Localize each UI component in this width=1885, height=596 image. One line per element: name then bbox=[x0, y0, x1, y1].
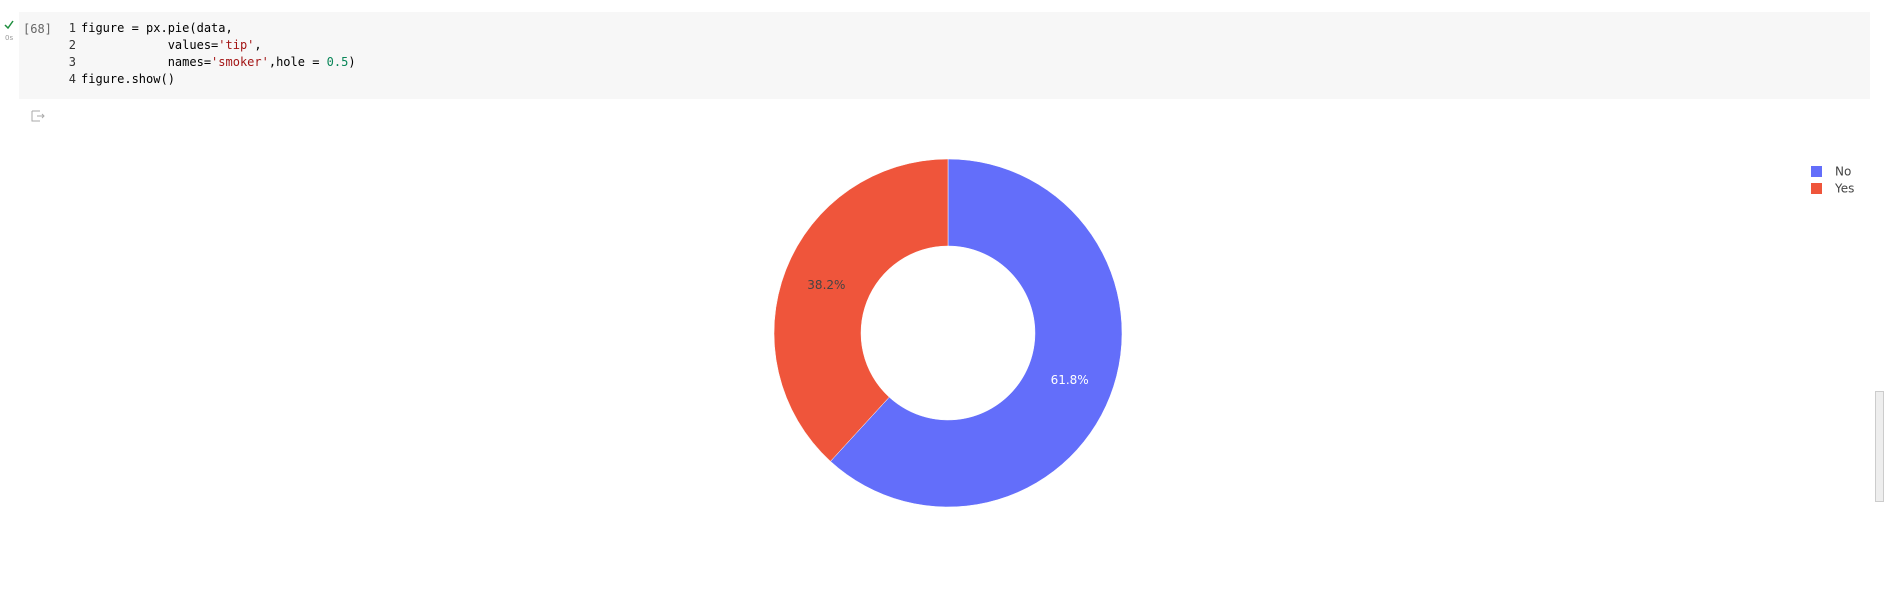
pie-slice bbox=[830, 158, 1123, 508]
execution-count[interactable]: [68] bbox=[23, 22, 52, 36]
legend-label: Yes bbox=[1834, 182, 1854, 196]
code-token: 'tip' bbox=[218, 38, 255, 52]
code-token: ,hole = bbox=[268, 55, 327, 69]
legend-swatch bbox=[1811, 166, 1822, 177]
code-token: ) bbox=[348, 55, 356, 69]
code-token: figure = px.pie(data, bbox=[81, 21, 233, 35]
code-token: , bbox=[254, 38, 262, 52]
run-time: 0s bbox=[5, 34, 14, 42]
code-line: figure.show() bbox=[81, 71, 175, 88]
code-line: values='tip', bbox=[81, 37, 262, 54]
legend-label: No bbox=[1835, 165, 1851, 179]
line-number: 4 bbox=[68, 72, 76, 86]
code-token: 0.5 bbox=[326, 55, 349, 69]
code-token: 'smoker' bbox=[211, 55, 269, 69]
pie-slice bbox=[773, 158, 949, 462]
code-token: values= bbox=[81, 38, 219, 52]
status-check bbox=[4, 20, 14, 30]
code-line: names='smoker',hole = 0.5) bbox=[81, 54, 356, 71]
data-label: 61.8% bbox=[1051, 373, 1089, 387]
line-number: 1 bbox=[68, 21, 76, 35]
code-token: figure.show() bbox=[81, 72, 175, 86]
scrollbar[interactable] bbox=[1875, 391, 1884, 502]
output-icon[interactable] bbox=[31, 110, 45, 122]
code-cell[interactable] bbox=[19, 12, 1870, 99]
legend-swatch bbox=[1811, 183, 1822, 194]
data-label: 38.2% bbox=[807, 278, 845, 292]
line-number: 3 bbox=[68, 55, 76, 69]
code-token: names= bbox=[81, 55, 212, 69]
code-line: figure = px.pie(data, bbox=[81, 20, 233, 37]
line-number: 2 bbox=[68, 38, 76, 52]
